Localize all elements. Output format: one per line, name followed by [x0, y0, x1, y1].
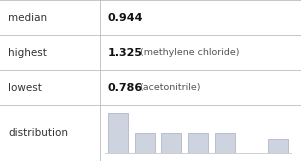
Bar — [188, 133, 208, 153]
Text: distribution: distribution — [8, 128, 68, 138]
Bar — [215, 133, 234, 153]
Text: 1.325: 1.325 — [108, 47, 143, 57]
Text: highest: highest — [8, 47, 47, 57]
Bar — [135, 133, 155, 153]
Text: (acetonitrile): (acetonitrile) — [139, 83, 201, 92]
Text: (methylene chloride): (methylene chloride) — [139, 48, 239, 57]
Bar — [108, 113, 128, 153]
Text: lowest: lowest — [8, 82, 42, 93]
Bar — [268, 139, 288, 153]
Text: 0.944: 0.944 — [108, 13, 144, 23]
Text: 0.786: 0.786 — [108, 82, 143, 93]
Text: median: median — [8, 13, 47, 23]
Bar — [161, 133, 182, 153]
